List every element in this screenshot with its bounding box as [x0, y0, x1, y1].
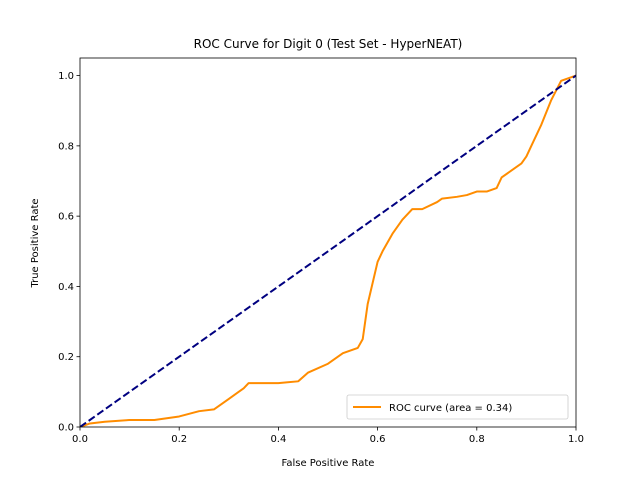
y-tick-label: 1.0: [58, 71, 74, 82]
chart-title: ROC Curve for Digit 0 (Test Set - HyperN…: [194, 37, 463, 51]
x-tick-label: 0.0: [72, 434, 88, 445]
y-tick-label: 0.8: [58, 141, 74, 152]
legend: ROC curve (area = 0.34): [346, 394, 569, 420]
y-tick-label: 0.4: [58, 282, 74, 293]
legend-label: ROC curve (area = 0.34): [389, 403, 512, 414]
y-tick-label: 0.0: [58, 423, 74, 434]
x-tick-label: 0.4: [270, 434, 286, 445]
roc-curve-line: [80, 74, 576, 427]
x-axis-label: False Positive Rate: [282, 458, 375, 469]
y-axis-label: True Positive Rate: [30, 198, 41, 288]
y-tick-label: 0.6: [58, 212, 74, 223]
chance-diagonal-line: [80, 74, 576, 427]
x-tick-label: 0.8: [469, 434, 485, 445]
plot-frame: [79, 57, 577, 428]
x-tick-label: 0.2: [171, 434, 187, 445]
legend-box: [346, 394, 569, 420]
x-tick-label: 1.0: [568, 434, 584, 445]
y-tick-label: 0.2: [58, 352, 74, 363]
x-tick-label: 0.6: [370, 434, 386, 445]
